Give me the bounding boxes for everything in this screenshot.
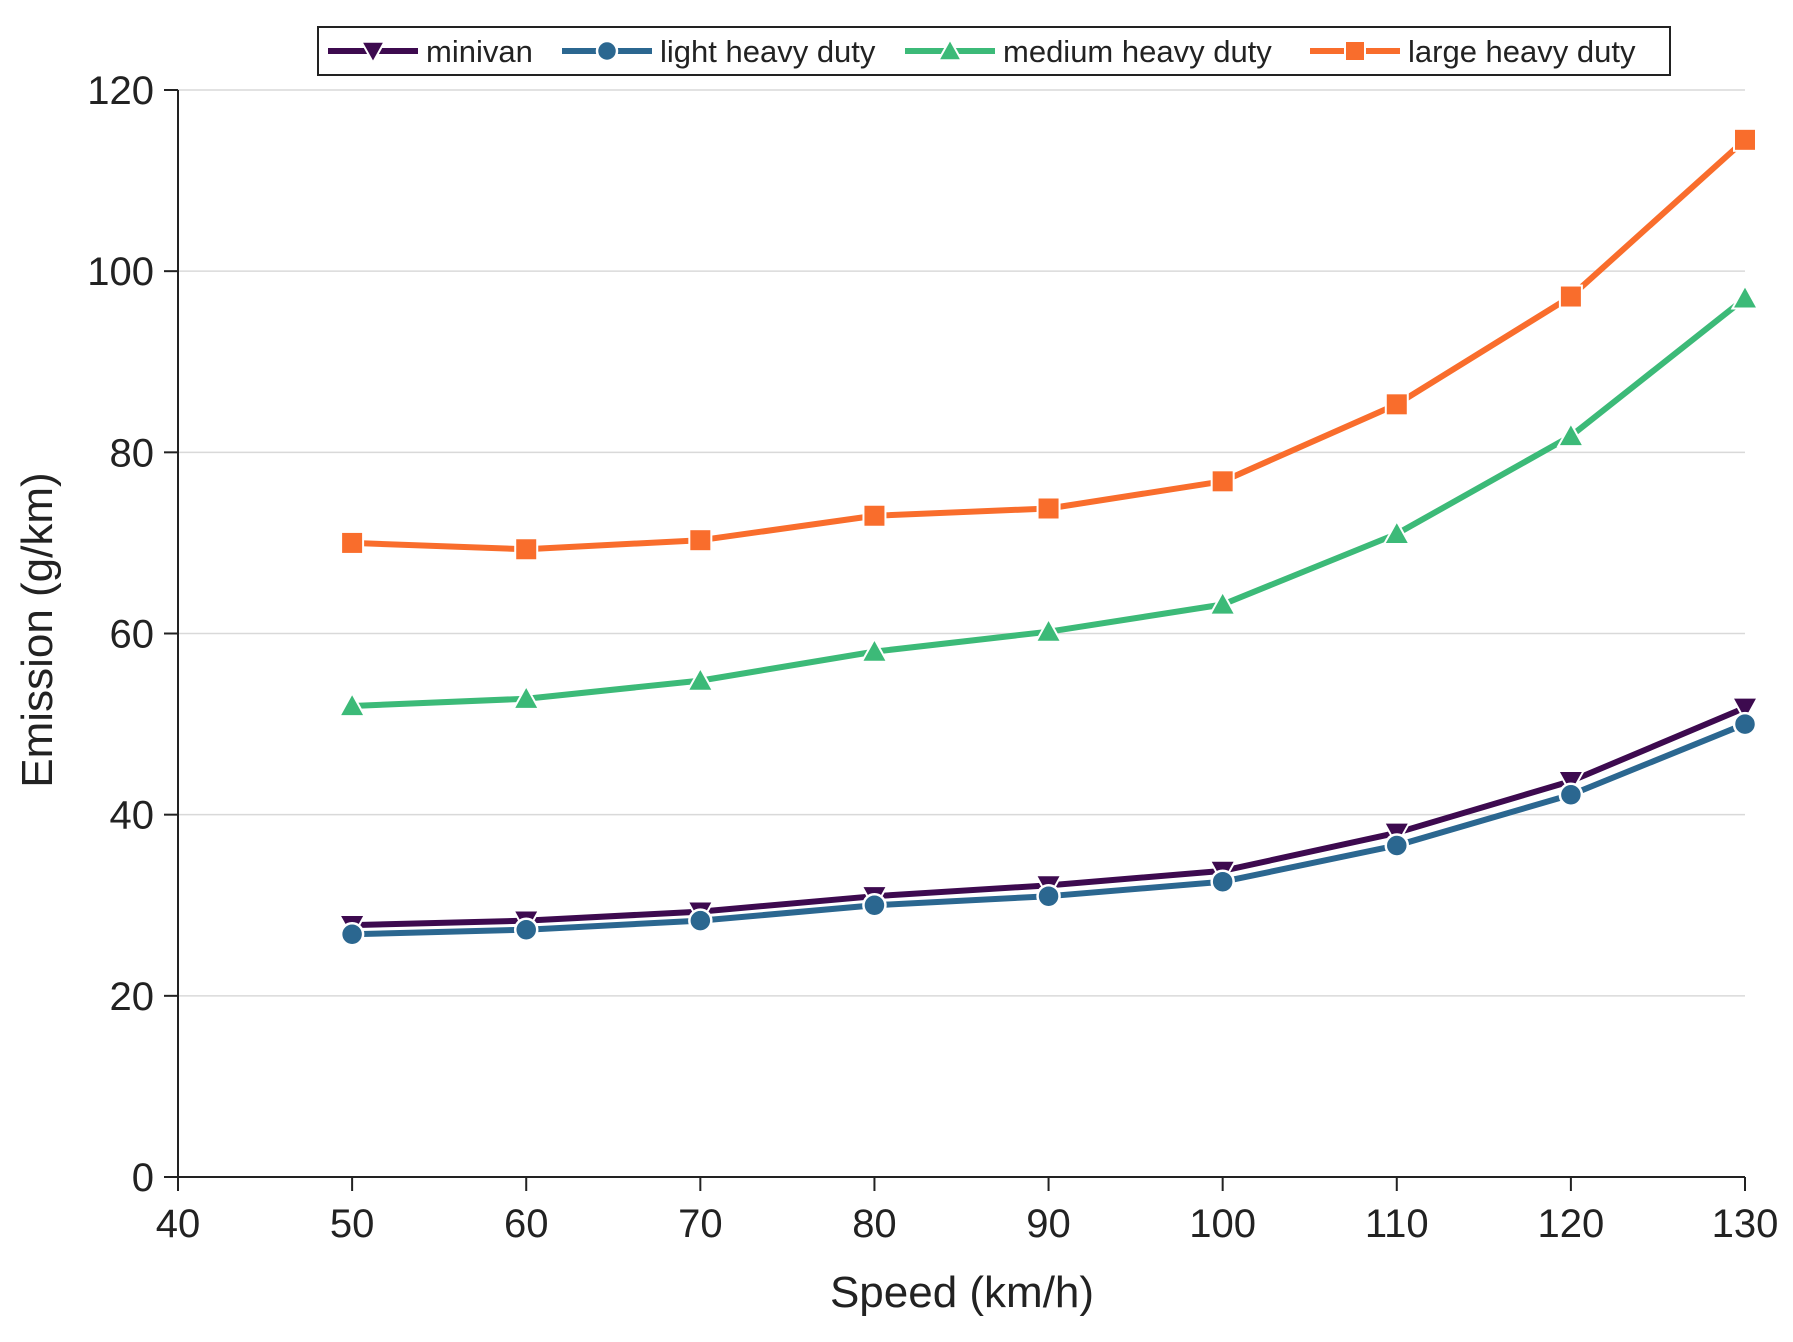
- series-large-heavy-duty: [340, 127, 1757, 562]
- point-minivan-120: [1556, 770, 1586, 796]
- point-light-heavy-duty-70: [688, 908, 713, 933]
- point-medium-heavy-duty-50: [337, 691, 367, 718]
- x-tick-label-120: 120: [1538, 1202, 1605, 1246]
- legend-entry-medium-heavy-duty: medium heavy duty: [905, 34, 1272, 69]
- point-light-heavy-duty-100: [1210, 869, 1235, 894]
- legend-label-medium-heavy-duty: medium heavy duty: [1003, 34, 1272, 69]
- x-tick-label-100: 100: [1189, 1202, 1256, 1246]
- line-large-heavy-duty: [349, 136, 1748, 553]
- point-medium-heavy-duty-70: [685, 665, 715, 692]
- point-large-heavy-duty-120: [1558, 284, 1583, 309]
- y-tick-label-60: 60: [110, 613, 155, 657]
- legend-entry-large-heavy-duty: large heavy duty: [1310, 34, 1636, 69]
- x-tick-label-60: 60: [504, 1202, 549, 1246]
- point-light-heavy-duty-90: [1036, 883, 1061, 909]
- x-axis-title: Speed (km/h): [830, 1268, 1094, 1317]
- y-axis-title: Emission (g/km): [13, 472, 62, 787]
- x-tick-label-70: 70: [678, 1202, 723, 1246]
- y-tick-label-120: 120: [87, 69, 154, 113]
- point-minivan-130: [1730, 696, 1760, 723]
- point-medium-heavy-duty-100: [1208, 589, 1238, 616]
- series-lines: [337, 127, 1760, 947]
- point-large-heavy-duty-110: [1384, 392, 1409, 417]
- y-tick-label-0: 0: [132, 1156, 154, 1200]
- x-tick-label-40: 40: [156, 1202, 201, 1246]
- legend-label-minivan: minivan: [426, 34, 533, 69]
- legend-entry-light-heavy-duty: light heavy duty: [562, 34, 876, 69]
- point-light-heavy-duty-80: [862, 893, 887, 918]
- point-large-heavy-duty-130: [1733, 127, 1757, 152]
- axes: 0 20 40 60 80 100 120 40 50 60 70 80 90 100 110 120 130: [87, 69, 1778, 1246]
- x-tick-label-80: 80: [852, 1202, 897, 1246]
- y-tick-label-80: 80: [110, 431, 155, 475]
- legend-entry-minivan: minivan: [328, 34, 533, 69]
- point-medium-heavy-duty-130: [1730, 283, 1760, 310]
- series-light-heavy-duty: [339, 711, 1758, 947]
- x-tick-label-110: 110: [1365, 1202, 1429, 1246]
- point-light-heavy-duty-60: [513, 917, 539, 942]
- point-large-heavy-duty-80: [862, 503, 887, 528]
- legend: minivan light heavy duty medium heavy duty…: [317, 26, 1671, 76]
- y-tick-label-20: 20: [110, 975, 155, 1019]
- point-medium-heavy-duty-80: [860, 636, 889, 663]
- grid-lines: [178, 89, 1745, 997]
- legend-marker-minivan: [359, 40, 387, 65]
- point-light-heavy-duty-110: [1384, 833, 1410, 858]
- point-medium-heavy-duty-60: [511, 684, 541, 710]
- legend-marker-medium-heavy-duty: [936, 37, 964, 62]
- y-tick-label-40: 40: [110, 794, 155, 838]
- point-large-heavy-duty-100: [1210, 469, 1235, 494]
- point-large-heavy-duty-70: [688, 528, 713, 553]
- point-large-heavy-duty-60: [514, 537, 539, 562]
- point-light-heavy-duty-50: [339, 921, 365, 947]
- x-tick-label-130: 130: [1712, 1202, 1779, 1246]
- point-light-heavy-duty-120: [1558, 782, 1584, 807]
- point-medium-heavy-duty-90: [1034, 616, 1063, 643]
- legend-marker-light-heavy-duty: [595, 39, 619, 63]
- series-medium-heavy-duty: [337, 283, 1760, 718]
- legend-label-large-heavy-duty: large heavy duty: [1408, 34, 1636, 69]
- point-medium-heavy-duty-110: [1382, 519, 1412, 545]
- point-light-heavy-duty-130: [1732, 711, 1758, 737]
- point-large-heavy-duty-90: [1036, 496, 1061, 521]
- point-large-heavy-duty-50: [340, 530, 365, 555]
- x-tick-label-50: 50: [330, 1202, 375, 1246]
- x-tick-label-90: 90: [1026, 1202, 1071, 1246]
- legend-marker-large-heavy-duty: [1344, 40, 1366, 62]
- legend-label-light-heavy-duty: light heavy duty: [660, 34, 876, 69]
- y-tick-label-100: 100: [87, 250, 154, 294]
- point-medium-heavy-duty-120: [1556, 421, 1586, 448]
